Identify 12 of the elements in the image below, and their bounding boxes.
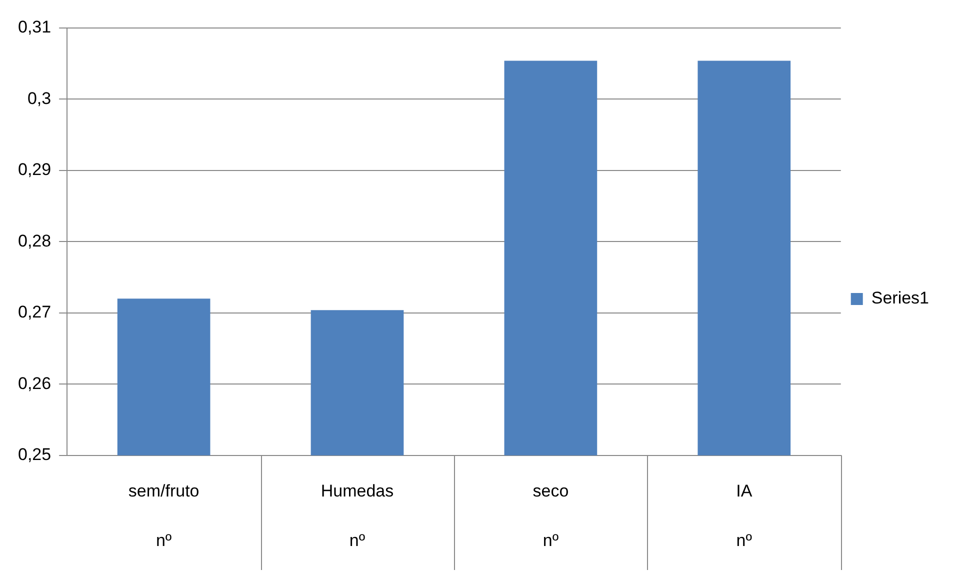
y-tick-label: 0,29 [18, 160, 52, 180]
y-tick-label: 0,31 [18, 18, 52, 37]
y-tick-label: 0,25 [18, 445, 52, 464]
category-label: IA nº [736, 482, 752, 550]
category-label: seco nº [532, 482, 569, 550]
y-tick-label: 0,26 [18, 374, 52, 393]
y-tick-label: 0,3 [27, 88, 52, 108]
category-label: sem/fruto nº [128, 482, 200, 550]
category-label: Humedas nº [320, 482, 394, 550]
legend-label: Series1 [871, 288, 929, 308]
y-tick-label: 0,28 [18, 231, 52, 250]
y-tick-label: 0,27 [18, 302, 52, 322]
